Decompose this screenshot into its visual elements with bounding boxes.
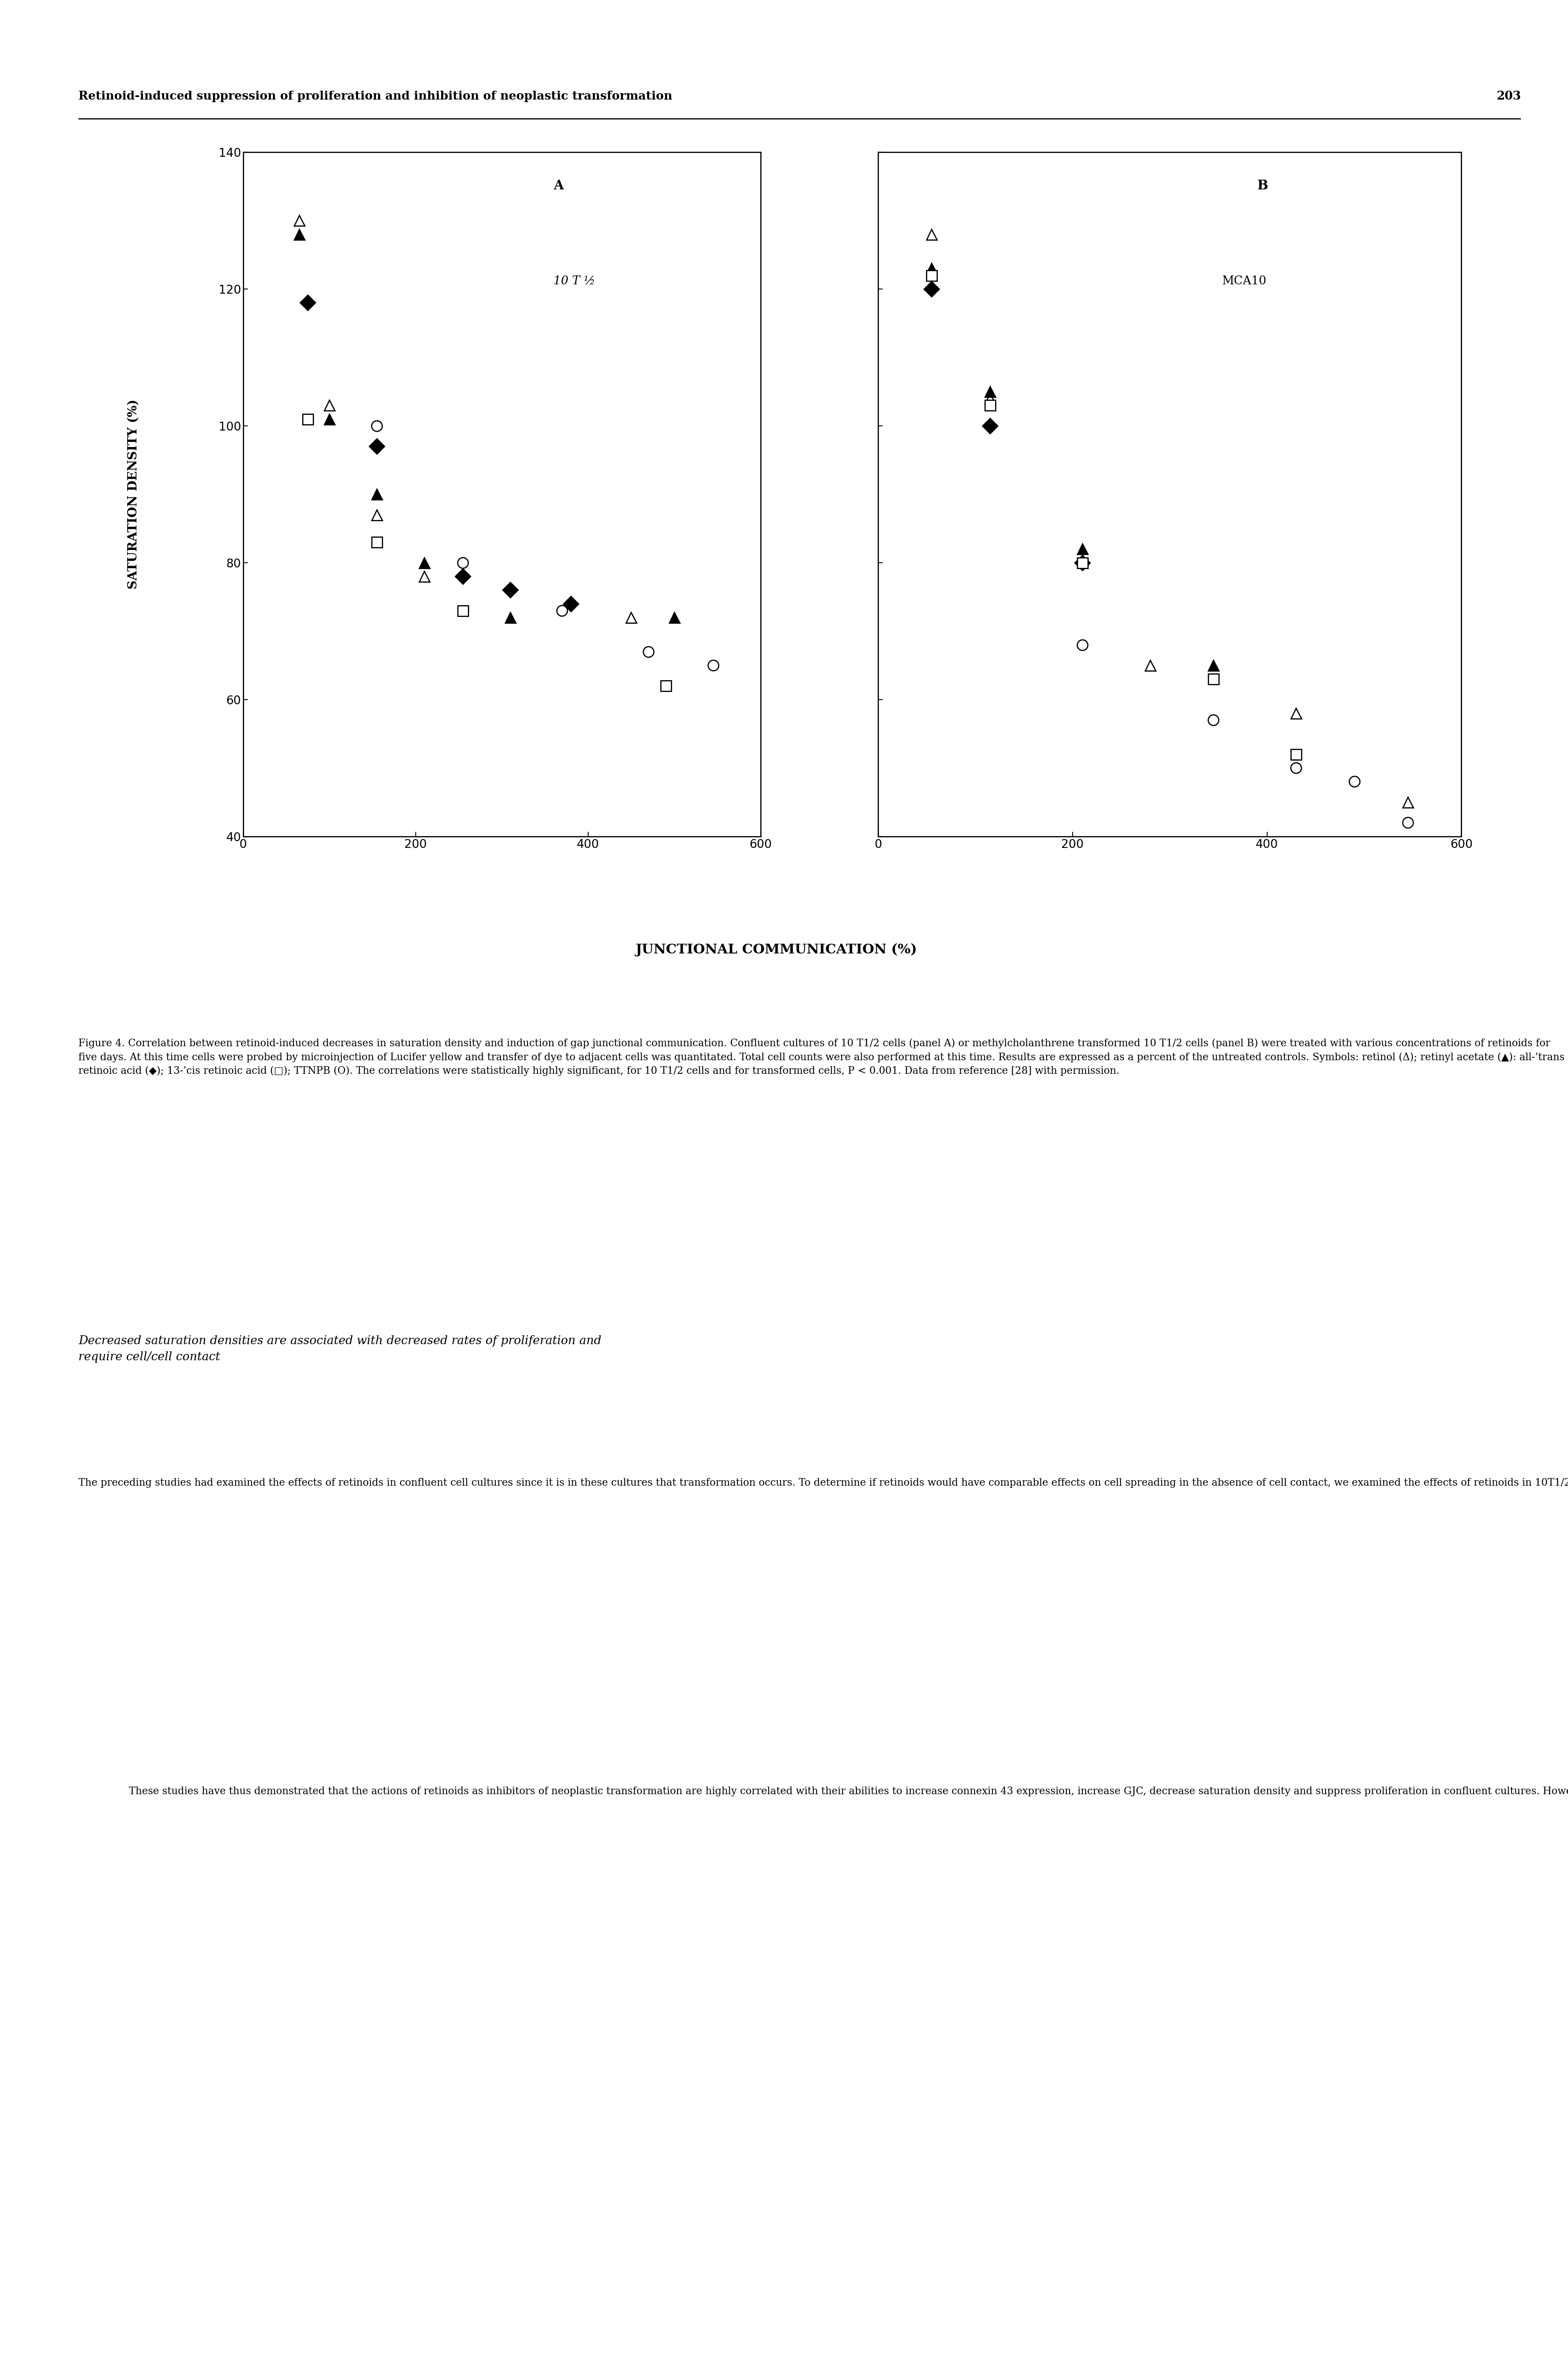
Text: B: B — [1258, 181, 1269, 192]
Text: Retinoid-induced suppression of proliferation and inhibition of neoplastic trans: Retinoid-induced suppression of prolifer… — [78, 90, 673, 102]
Text: 10 T ½: 10 T ½ — [554, 276, 596, 287]
Text: A: A — [554, 181, 563, 192]
Text: 203: 203 — [1496, 90, 1521, 102]
Text: SATURATION DENSITY (%): SATURATION DENSITY (%) — [127, 399, 140, 589]
Text: The preceding studies had examined the effects of retinoids in confluent cell cu: The preceding studies had examined the e… — [78, 1478, 1568, 1487]
Text: MCA10: MCA10 — [1221, 276, 1267, 287]
Text: These studies have thus demonstrated that the actions of retinoids as inhibitors: These studies have thus demonstrated tha… — [129, 1787, 1568, 1796]
Text: Decreased saturation densities are associated with decreased rates of proliferat: Decreased saturation densities are assoc… — [78, 1335, 602, 1364]
Text: JUNCTIONAL COMMUNICATION (%): JUNCTIONAL COMMUNICATION (%) — [635, 943, 917, 958]
Text: Figure 4. Correlation between retinoid-induced decreases in saturation density a: Figure 4. Correlation between retinoid-i… — [78, 1038, 1565, 1076]
